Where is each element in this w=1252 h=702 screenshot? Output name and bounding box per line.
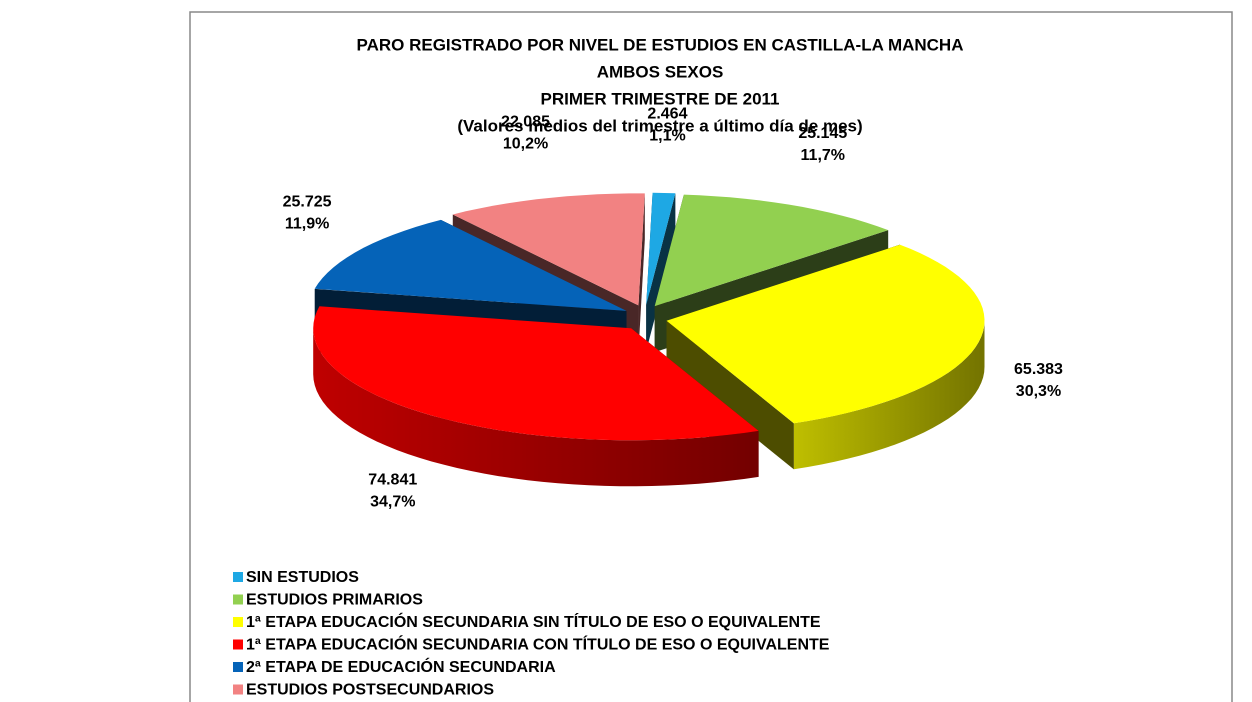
value-label: 74.841 <box>368 472 417 489</box>
percent-label: 11,9% <box>285 216 329 233</box>
slice <box>646 192 676 305</box>
value-label: 65.383 <box>1014 361 1063 378</box>
legend-label: 2ª ETAPA DE EDUCACIÓN SECUNDARIA <box>246 657 556 676</box>
legend-label: 1ª ETAPA EDUCACIÓN SECUNDARIA SIN TÍTULO… <box>246 612 821 631</box>
pie <box>313 192 985 487</box>
value-label: 22.085 <box>501 114 550 131</box>
legend-label: ESTUDIOS POSTSECUNDARIOS <box>246 682 494 699</box>
slice-wall <box>793 320 985 470</box>
chart-title: PRIMER TRIMESTRE DE 2011 <box>540 89 779 108</box>
slice <box>666 244 985 424</box>
legend-swatch <box>233 639 243 650</box>
slice <box>654 194 889 307</box>
percent-label: 10,2% <box>503 136 548 153</box>
chart-title: AMBOS SEXOS <box>597 62 724 81</box>
slice <box>314 219 627 311</box>
title-block: PARO REGISTRADO POR NIVEL DE ESTUDIOS EN… <box>357 35 964 135</box>
slice-face <box>638 193 645 352</box>
slice <box>452 193 645 306</box>
legend-label: ESTUDIOS PRIMARIOS <box>246 592 423 609</box>
value-label: 25.725 <box>283 194 332 211</box>
legend-label: SIN ESTUDIOS <box>246 569 359 586</box>
legend-swatch <box>233 662 243 672</box>
percent-label: 1,1% <box>649 127 685 144</box>
legend-swatch <box>233 617 243 627</box>
value-label: 2.464 <box>647 105 687 122</box>
slice-wall <box>313 328 759 487</box>
legend-swatch <box>233 594 243 605</box>
chart-title: PARO REGISTRADO POR NIVEL DE ESTUDIOS EN… <box>357 35 964 54</box>
legend-swatch <box>233 572 243 582</box>
data-labels: 2.464 1,1% 25.145 11,7% 65.383 30,3% 74.841 34,… <box>283 105 1063 510</box>
legend-label: 1ª ETAPA EDUCACIÓN SECUNDARIA CON TÍTULO… <box>246 635 830 654</box>
percent-label: 11,7% <box>801 147 845 164</box>
slice-face <box>646 193 676 351</box>
percent-label: 30,3% <box>1016 383 1061 400</box>
legend: SIN ESTUDIOS ESTUDIOS PRIMARIOS 1ª ETAPA E… <box>233 569 830 699</box>
percent-label: 34,7% <box>370 494 415 511</box>
slice-face <box>666 320 794 470</box>
chart-title: (Valores medios del trimestre a último d… <box>457 116 862 135</box>
value-label: 25.145 <box>798 125 847 142</box>
legend-swatch <box>233 684 243 695</box>
slice <box>313 306 759 441</box>
